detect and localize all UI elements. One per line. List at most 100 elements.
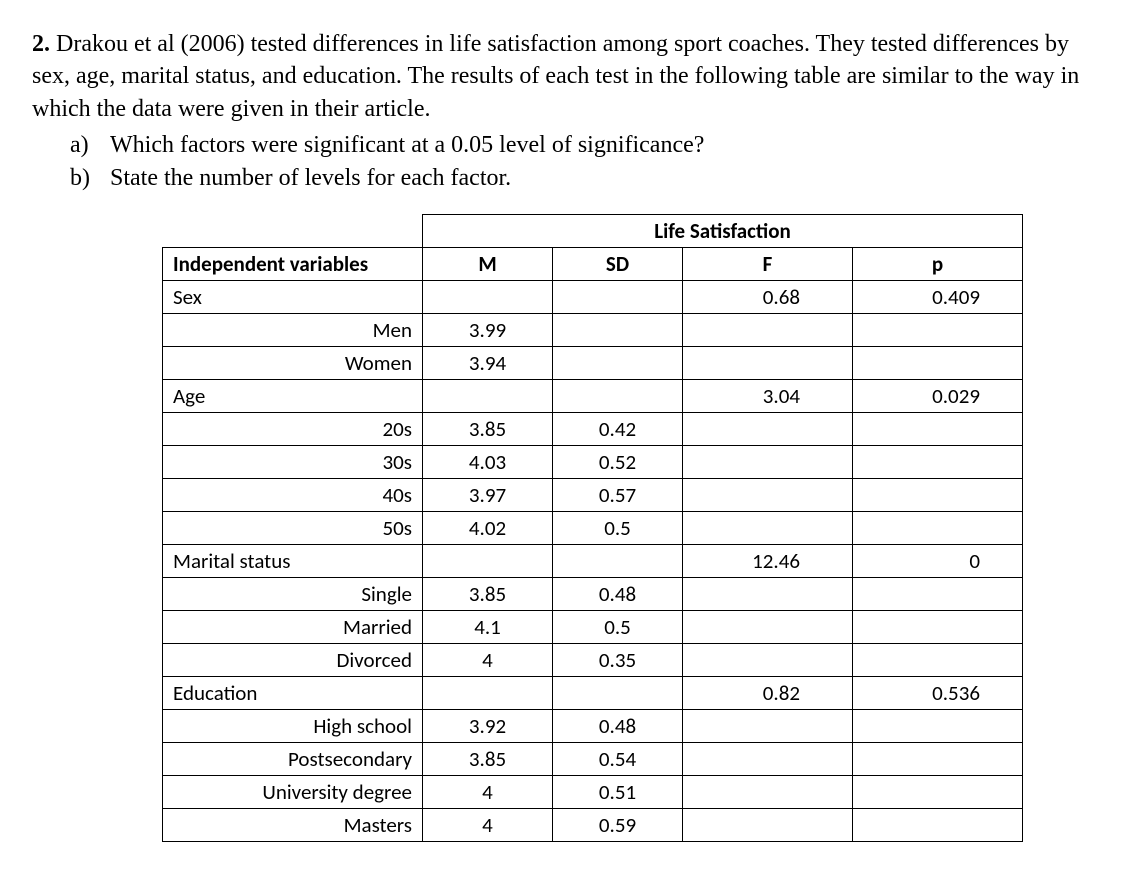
cell-sd: 0.5 — [553, 610, 683, 643]
subquestion-b: b) State the number of levels for each f… — [32, 162, 1112, 194]
table-row: 20s3.850.42 — [163, 412, 1023, 445]
cell-sd: 0.48 — [553, 577, 683, 610]
cell-f: 3.04 — [683, 379, 853, 412]
table-row: Postsecondary3.850.54 — [163, 742, 1023, 775]
cell-p — [853, 775, 1023, 808]
header-p: p — [853, 247, 1023, 280]
cell-m: 3.92 — [423, 709, 553, 742]
cell-f — [683, 346, 853, 379]
cell-sd — [553, 346, 683, 379]
cell-sd — [553, 379, 683, 412]
cell-f — [683, 742, 853, 775]
cell-label: Marital status — [163, 544, 423, 577]
cell-p — [853, 445, 1023, 478]
cell-label: 40s — [163, 478, 423, 511]
cell-sd — [553, 544, 683, 577]
results-table: Life Satisfaction Independent variables … — [162, 214, 1023, 842]
header-m: M — [423, 247, 553, 280]
cell-sd — [553, 676, 683, 709]
table-row: University degree40.51 — [163, 775, 1023, 808]
cell-m: 4.03 — [423, 445, 553, 478]
table-row: Single3.850.48 — [163, 577, 1023, 610]
cell-p — [853, 346, 1023, 379]
cell-f — [683, 775, 853, 808]
life-satisfaction-header: Life Satisfaction — [423, 214, 1023, 247]
cell-label: High school — [163, 709, 423, 742]
cell-label: Women — [163, 346, 423, 379]
subquestion-b-text: State the number of levels for each fact… — [110, 165, 511, 191]
cell-label: Married — [163, 610, 423, 643]
cell-label: Masters — [163, 808, 423, 841]
question-number: 2. — [32, 31, 50, 57]
table-row: 40s3.970.57 — [163, 478, 1023, 511]
question-stem: 2. Drakou et al (2006) tested difference… — [32, 28, 1112, 125]
subquestion-b-marker: b) — [70, 162, 106, 194]
subquestion-a: a) Which factors were significant at a 0… — [32, 129, 1112, 161]
cell-p: 0 — [853, 544, 1023, 577]
table-row: Married4.10.5 — [163, 610, 1023, 643]
cell-p: 0.536 — [853, 676, 1023, 709]
blank-header-cell — [163, 214, 423, 247]
cell-m: 3.85 — [423, 412, 553, 445]
cell-p — [853, 412, 1023, 445]
cell-m: 3.85 — [423, 742, 553, 775]
table-row: Education0.820.536 — [163, 676, 1023, 709]
header-sd: SD — [553, 247, 683, 280]
cell-m — [423, 379, 553, 412]
cell-m — [423, 676, 553, 709]
cell-sd — [553, 313, 683, 346]
cell-f — [683, 610, 853, 643]
cell-p — [853, 577, 1023, 610]
cell-p — [853, 808, 1023, 841]
cell-m: 4 — [423, 643, 553, 676]
question-body: Drakou et al (2006) tested differences i… — [32, 31, 1079, 122]
table-row: Sex0.680.409 — [163, 280, 1023, 313]
cell-f: 0.68 — [683, 280, 853, 313]
cell-p: 0.409 — [853, 280, 1023, 313]
cell-label: 50s — [163, 511, 423, 544]
subquestion-a-text: Which factors were significant at a 0.05… — [110, 132, 704, 158]
table-row: Marital status 12.460 — [163, 544, 1023, 577]
header-iv: Independent variables — [163, 247, 423, 280]
cell-label: 20s — [163, 412, 423, 445]
cell-sd: 0.52 — [553, 445, 683, 478]
table-row: Masters40.59 — [163, 808, 1023, 841]
table-header-row: Independent variables M SD F p — [163, 247, 1023, 280]
cell-f — [683, 511, 853, 544]
cell-m: 4 — [423, 775, 553, 808]
cell-m: 3.94 — [423, 346, 553, 379]
cell-label: Education — [163, 676, 423, 709]
table-body: Sex0.680.409Men3.99Women3.94Age3.040.029… — [163, 280, 1023, 841]
subquestion-list: a) Which factors were significant at a 0… — [32, 129, 1112, 194]
cell-m: 4.02 — [423, 511, 553, 544]
cell-m: 3.97 — [423, 478, 553, 511]
table-row: Age3.040.029 — [163, 379, 1023, 412]
header-f: F — [683, 247, 853, 280]
cell-m: 4 — [423, 808, 553, 841]
cell-m: 3.99 — [423, 313, 553, 346]
cell-m: 3.85 — [423, 577, 553, 610]
cell-label: 30s — [163, 445, 423, 478]
cell-sd: 0.42 — [553, 412, 683, 445]
cell-sd: 0.59 — [553, 808, 683, 841]
cell-p — [853, 742, 1023, 775]
cell-label: Single — [163, 577, 423, 610]
table-row: 50s4.020.5 — [163, 511, 1023, 544]
table-row: Women3.94 — [163, 346, 1023, 379]
cell-label: University degree — [163, 775, 423, 808]
cell-sd: 0.54 — [553, 742, 683, 775]
cell-p — [853, 610, 1023, 643]
cell-f — [683, 808, 853, 841]
cell-f — [683, 445, 853, 478]
cell-p — [853, 709, 1023, 742]
cell-label: Postsecondary — [163, 742, 423, 775]
table-super-header-row: Life Satisfaction — [163, 214, 1023, 247]
cell-label: Men — [163, 313, 423, 346]
cell-m — [423, 544, 553, 577]
subquestion-a-marker: a) — [70, 129, 106, 161]
cell-m: 4.1 — [423, 610, 553, 643]
cell-f: 12.46 — [683, 544, 853, 577]
cell-f — [683, 577, 853, 610]
cell-sd — [553, 280, 683, 313]
cell-sd: 0.35 — [553, 643, 683, 676]
